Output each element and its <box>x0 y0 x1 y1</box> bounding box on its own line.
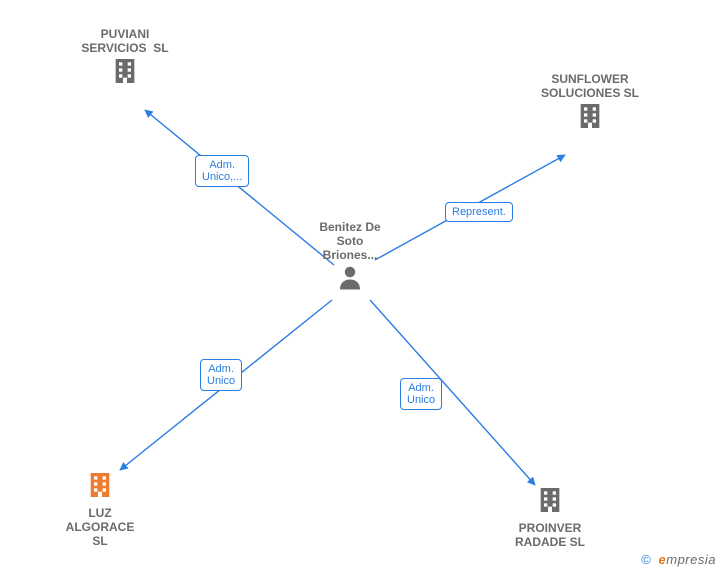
company-node-luz[interactable]: LUZ ALGORACE SL <box>45 469 155 548</box>
edge-label: Adm. Unico <box>200 359 242 391</box>
company-node-puviani[interactable]: PUVIANI SERVICIOS SL <box>70 27 180 92</box>
company-node-proinver[interactable]: PROINVER RADADE SL <box>495 484 605 549</box>
building-icon <box>70 55 180 92</box>
company-label: PUVIANI SERVICIOS SL <box>70 27 180 55</box>
network-diagram: Benitez De Soto Briones... PUVIANI SERVI… <box>0 0 728 575</box>
edge-label: Represent. <box>445 202 513 222</box>
company-label: PROINVER RADADE SL <box>495 521 605 549</box>
edge-line <box>145 110 334 265</box>
person-icon <box>310 262 390 297</box>
copyright-symbol: © <box>641 552 651 567</box>
brand-name: empresia <box>659 552 716 567</box>
building-icon <box>495 484 605 521</box>
building-icon <box>535 100 645 137</box>
edge-label: Adm. Unico <box>400 378 442 410</box>
company-node-sunflower[interactable]: SUNFLOWER SOLUCIONES SL <box>535 72 645 137</box>
building-icon <box>45 469 155 506</box>
edge-label: Adm. Unico,... <box>195 155 249 187</box>
edge-line <box>370 300 535 485</box>
center-label: Benitez De Soto Briones... <box>310 220 390 262</box>
company-label: LUZ ALGORACE SL <box>45 506 155 548</box>
company-label: SUNFLOWER SOLUCIONES SL <box>535 72 645 100</box>
footer-branding: © empresia <box>641 552 716 567</box>
center-person-node[interactable]: Benitez De Soto Briones... <box>310 220 390 297</box>
